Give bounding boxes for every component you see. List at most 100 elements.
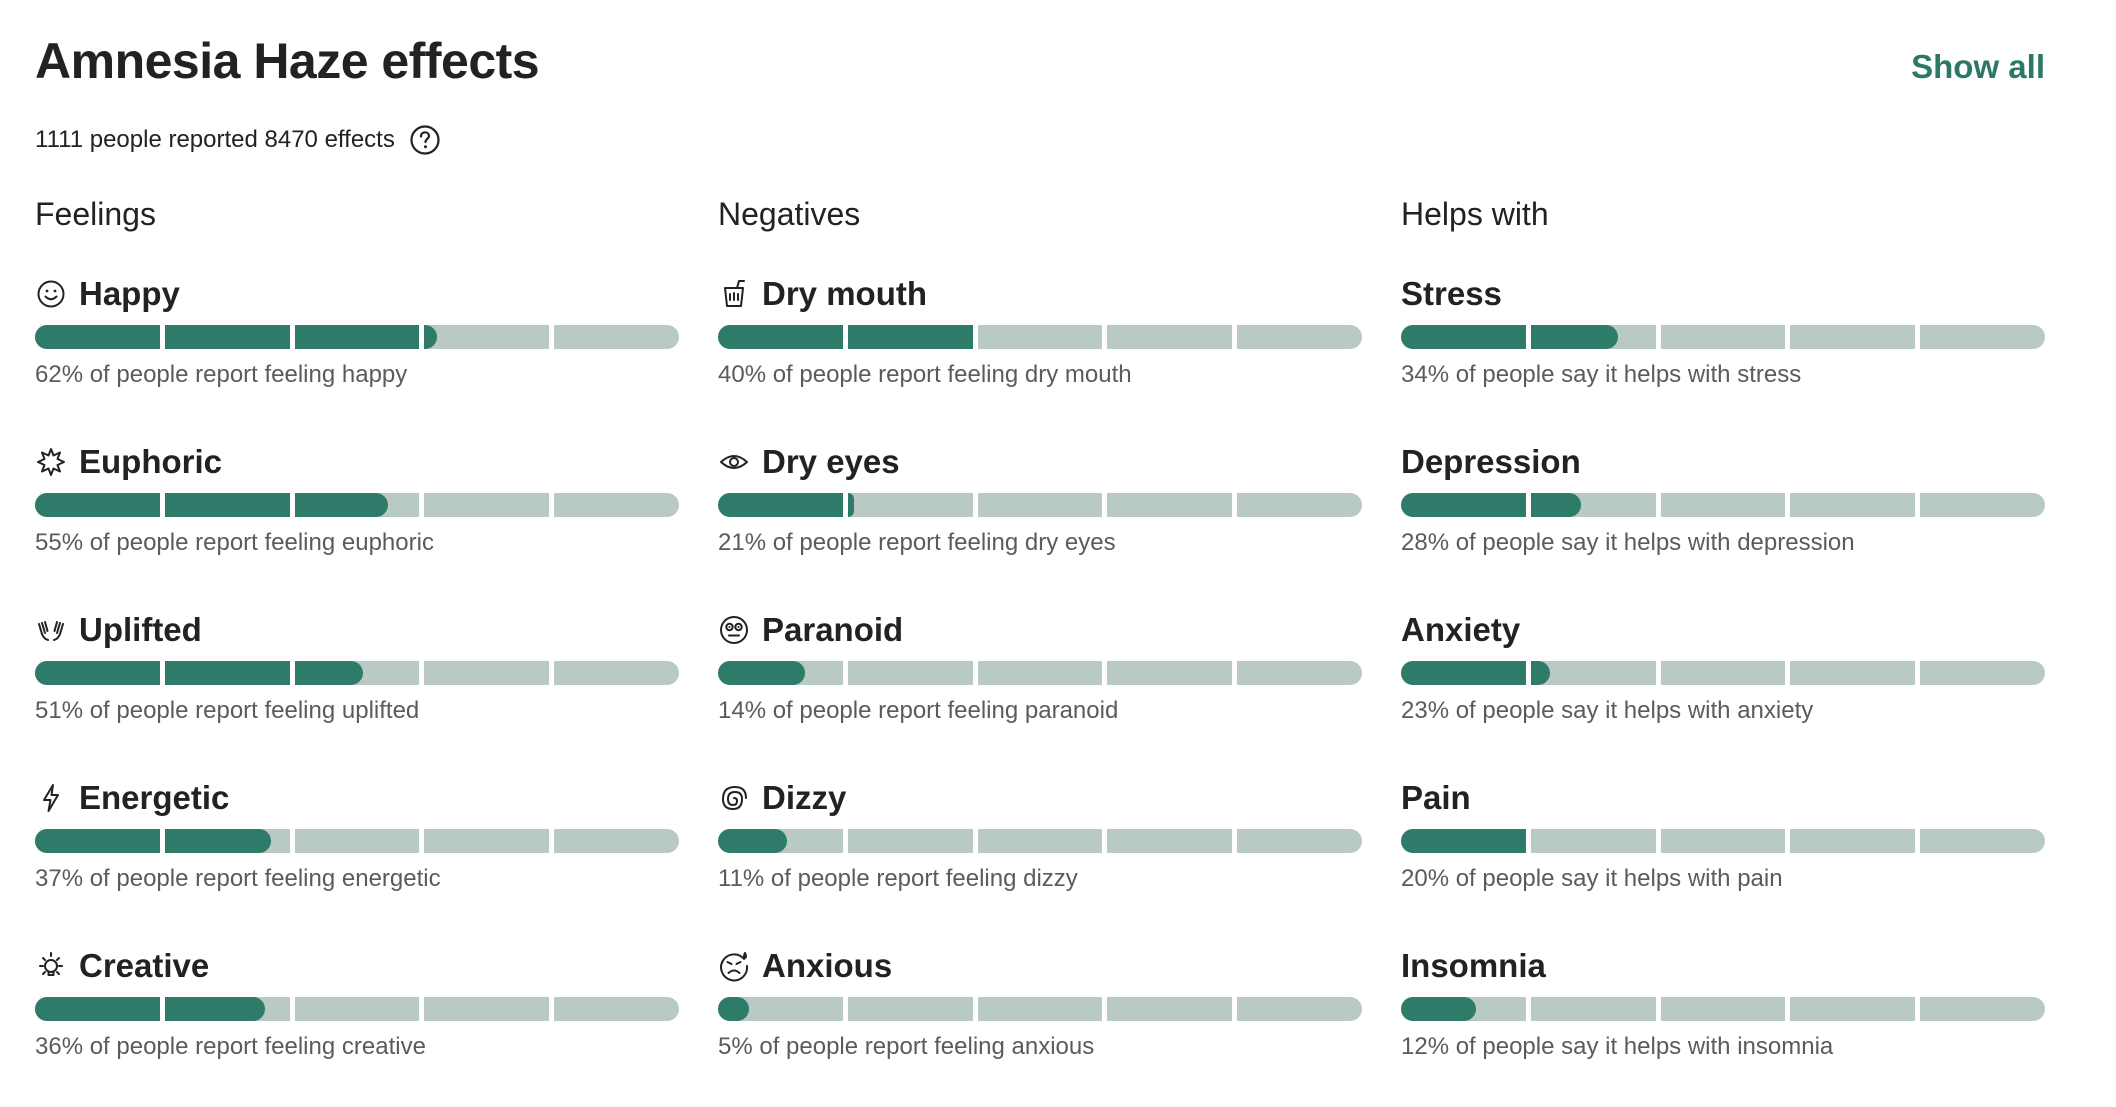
effect-title-row: Depression	[1401, 441, 1581, 483]
effect-item-stress[interactable]: Stress 34% of people say it helps with st…	[1401, 273, 2045, 403]
show-all-link[interactable]: Show all	[1911, 48, 2045, 85]
progress-segment	[1107, 829, 1233, 853]
progress-fill	[35, 829, 160, 853]
effect-title-row: Paranoid	[718, 609, 903, 651]
effect-item-euphoric[interactable]: Euphoric 55% of people report feeling eup…	[35, 441, 679, 571]
effect-item-happy[interactable]: Happy 62% of people report feeling happy	[35, 273, 679, 403]
progress-fill	[847, 493, 855, 517]
effect-progress-bar	[35, 829, 679, 853]
progress-segment	[164, 325, 290, 349]
effect-item-insomnia[interactable]: Insomnia 12% of people say it helps with …	[1401, 945, 2045, 1075]
progress-segment	[847, 661, 973, 685]
progress-fill	[35, 997, 160, 1021]
progress-segment	[977, 997, 1103, 1021]
progress-segment	[554, 997, 679, 1021]
paranoid-face-icon	[718, 614, 750, 646]
progress-segment	[1790, 325, 1916, 349]
effect-title-row: Pain	[1401, 777, 1471, 819]
effect-item-dizzy[interactable]: Dizzy 11% of people report feeling dizzy	[718, 777, 1362, 907]
progress-segment	[1237, 829, 1362, 853]
progress-fill	[1401, 661, 1526, 685]
progress-segment	[554, 661, 679, 685]
progress-segment	[1107, 997, 1233, 1021]
progress-segment	[164, 829, 290, 853]
effect-item-dry-mouth[interactable]: Dry mouth 40% of people report feeling dr…	[718, 273, 1362, 403]
progress-segment	[554, 325, 679, 349]
progress-segment	[977, 829, 1103, 853]
progress-segment	[1530, 661, 1656, 685]
progress-fill	[35, 493, 160, 517]
progress-segment	[164, 661, 290, 685]
effect-item-pain[interactable]: Pain 20% of people say it helps with pain	[1401, 777, 2045, 907]
effect-progress-bar	[35, 493, 679, 517]
progress-segment	[1660, 829, 1786, 853]
effect-item-paranoid[interactable]: Paranoid 14% of people report feeling par…	[718, 609, 1362, 739]
column-header: Negatives	[718, 196, 861, 232]
effect-description: 40% of people report feeling dry mouth	[718, 361, 1132, 388]
effect-name: Dry mouth	[762, 275, 927, 312]
progress-segment	[718, 493, 843, 517]
effect-title-row: Dry mouth	[718, 273, 927, 315]
effect-item-depression[interactable]: Depression 28% of people say it helps wit…	[1401, 441, 2045, 571]
effect-item-creative[interactable]: Creative 36% of people report feeling cre…	[35, 945, 679, 1075]
column-helps-with: Helps with Stress 34% of people say it hel…	[1401, 193, 2045, 1060]
progress-segment	[294, 997, 420, 1021]
progress-segment	[294, 493, 420, 517]
effect-name: Energetic	[79, 779, 230, 816]
progress-segment	[424, 661, 550, 685]
progress-segment	[718, 325, 843, 349]
progress-fill	[1530, 325, 1619, 349]
progress-segment	[1237, 661, 1362, 685]
progress-segment	[554, 829, 679, 853]
column-negatives: Negatives Dry mouth 40% of people report f…	[718, 193, 1362, 1060]
progress-segment	[35, 997, 160, 1021]
progress-segment	[1920, 493, 2045, 517]
progress-fill	[1401, 325, 1526, 349]
effect-item-uplifted[interactable]: Uplifted 51% of people report feeling upl…	[35, 609, 679, 739]
effect-item-anxious[interactable]: Anxious 5% of people report feeling anxio…	[718, 945, 1362, 1075]
progress-segment	[977, 493, 1103, 517]
progress-segment	[1401, 661, 1526, 685]
eye-icon	[718, 446, 750, 478]
progress-segment	[424, 325, 550, 349]
anxious-face-icon	[718, 950, 750, 982]
effect-progress-bar	[1401, 325, 2045, 349]
progress-fill	[35, 325, 160, 349]
progress-segment	[1530, 997, 1656, 1021]
spiral-icon	[718, 782, 750, 814]
effect-progress-bar	[718, 997, 1362, 1021]
effect-item-energetic[interactable]: Energetic 37% of people report feeling en…	[35, 777, 679, 907]
effect-item-dry-eyes[interactable]: Dry eyes 21% of people report feeling dry…	[718, 441, 1362, 571]
progress-segment	[1530, 493, 1656, 517]
progress-segment	[977, 325, 1103, 349]
effect-name: Anxiety	[1401, 611, 1521, 648]
effect-progress-bar	[1401, 829, 2045, 853]
progress-segment	[164, 997, 290, 1021]
effect-description: 62% of people report feeling happy	[35, 361, 408, 388]
cup-icon	[718, 278, 750, 310]
effect-title-row: Creative	[35, 945, 209, 987]
progress-segment	[1107, 325, 1233, 349]
progress-fill	[294, 493, 389, 517]
progress-segment	[1401, 325, 1526, 349]
progress-segment	[1660, 661, 1786, 685]
progress-fill	[164, 325, 290, 349]
progress-segment	[1790, 829, 1916, 853]
column-header: Feelings	[35, 196, 156, 232]
progress-segment	[847, 997, 973, 1021]
effect-name: Anxious	[762, 947, 893, 984]
progress-fill	[1530, 493, 1581, 517]
report-summary: 1111 people reported 8470 effects	[35, 120, 441, 160]
progress-segment	[1790, 493, 1916, 517]
help-question-icon[interactable]	[409, 124, 441, 156]
effect-description: 37% of people report feeling energetic	[35, 865, 441, 892]
effect-item-anxiety[interactable]: Anxiety 23% of people say it helps with a…	[1401, 609, 2045, 739]
effect-name: Dry eyes	[762, 443, 900, 480]
progress-fill	[1401, 829, 1526, 853]
effect-title-row: Anxiety	[1401, 609, 1520, 651]
effect-description: 34% of people say it helps with stress	[1401, 361, 1802, 388]
progress-segment	[1237, 493, 1362, 517]
effects-header: Amnesia Haze effects Show all	[35, 28, 2045, 98]
effect-title-row: Happy	[35, 273, 180, 315]
progress-segment	[294, 829, 420, 853]
